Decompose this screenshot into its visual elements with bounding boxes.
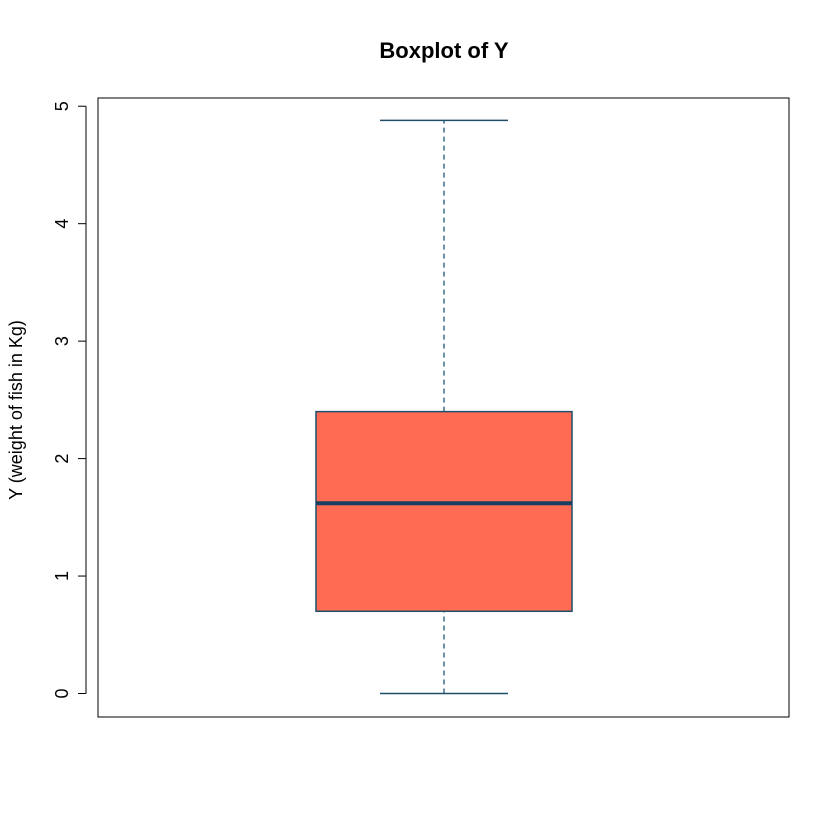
y-tick-label: 2	[52, 454, 72, 464]
y-axis: 0 1 2 3 4 5	[52, 101, 87, 699]
iqr-box	[315, 410, 573, 613]
box-group	[315, 119, 573, 695]
y-tick-label: 4	[52, 219, 72, 229]
y-tick-label: 0	[52, 689, 72, 699]
plot-frame	[97, 97, 790, 718]
y-tick-label: 1	[52, 571, 72, 581]
chart-title: Boxplot of Y	[379, 38, 508, 63]
y-tick-label: 5	[52, 101, 72, 111]
y-tick-label: 3	[52, 336, 72, 346]
y-axis-label: Y (weight of fish in Kg)	[6, 320, 26, 500]
